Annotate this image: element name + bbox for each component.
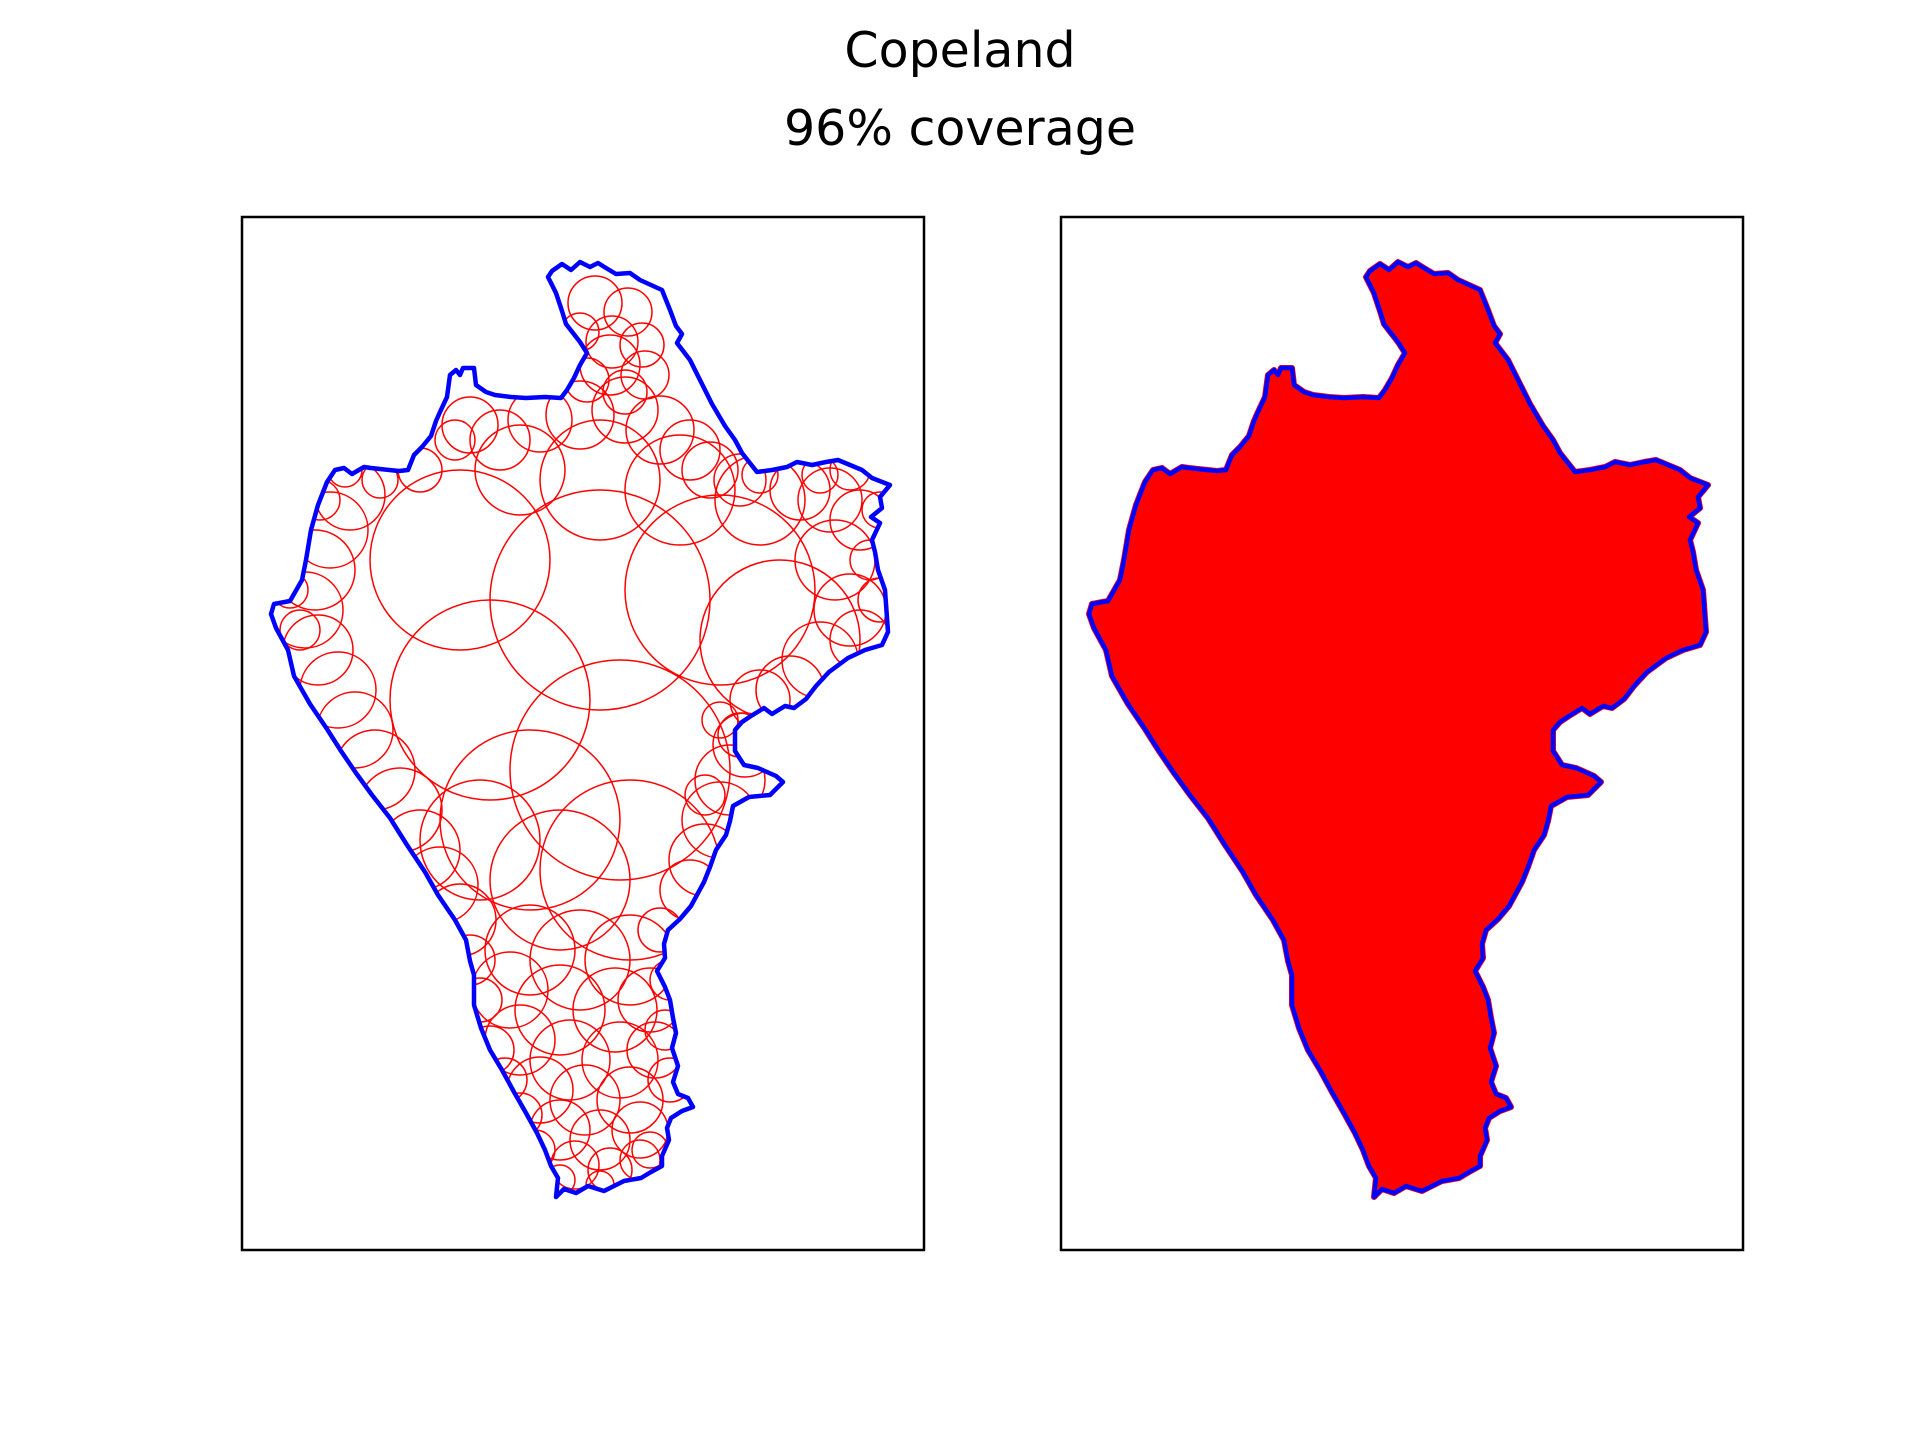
coverage-circle <box>585 315 639 369</box>
coverage-circle <box>572 967 658 1053</box>
panel-circle-outlines <box>240 215 926 1252</box>
coverage-circle <box>625 395 695 465</box>
coverage-circle <box>567 275 623 331</box>
coverage-circle <box>419 779 541 901</box>
coverage-circle <box>591 376 659 444</box>
region-boundary-left <box>268 259 893 1200</box>
coverage-circle <box>624 494 816 686</box>
coverage-circle <box>539 419 661 541</box>
coverage-circle <box>514 964 606 1056</box>
coverage-circle <box>602 369 648 415</box>
coverage-circle <box>659 419 721 481</box>
coverage-circle <box>624 434 736 546</box>
region-boundary-right <box>1086 259 1711 1200</box>
coverage-circle <box>549 1064 621 1136</box>
panel-filled-coverage <box>1059 215 1745 1252</box>
coverage-circle <box>469 409 531 471</box>
coverage-circle <box>484 904 576 996</box>
figure-title: Copeland <box>844 22 1076 79</box>
coverage-circle <box>545 380 615 450</box>
coverage-circle <box>603 287 653 337</box>
coverage-circle <box>569 1109 631 1171</box>
coverage-circle <box>701 701 739 739</box>
panel-frame-left <box>240 215 926 1252</box>
coverage-circle <box>369 469 551 651</box>
coverage-circle <box>529 1019 611 1101</box>
coverage-circle <box>279 609 321 651</box>
figure-subtitle: 96% coverage <box>784 100 1136 157</box>
coverage-circle <box>474 424 566 516</box>
coverage-circle <box>439 729 621 911</box>
coverage-circle <box>619 322 665 368</box>
coverage-circle <box>509 659 731 881</box>
coverage-circle <box>529 909 631 1011</box>
coverage-circle <box>389 599 591 801</box>
coverage-circle <box>596 1066 664 1134</box>
coverage-circle <box>489 809 631 951</box>
coverage-circle <box>434 419 476 461</box>
coverage-circle <box>684 774 726 816</box>
coverage-circle <box>681 441 739 499</box>
